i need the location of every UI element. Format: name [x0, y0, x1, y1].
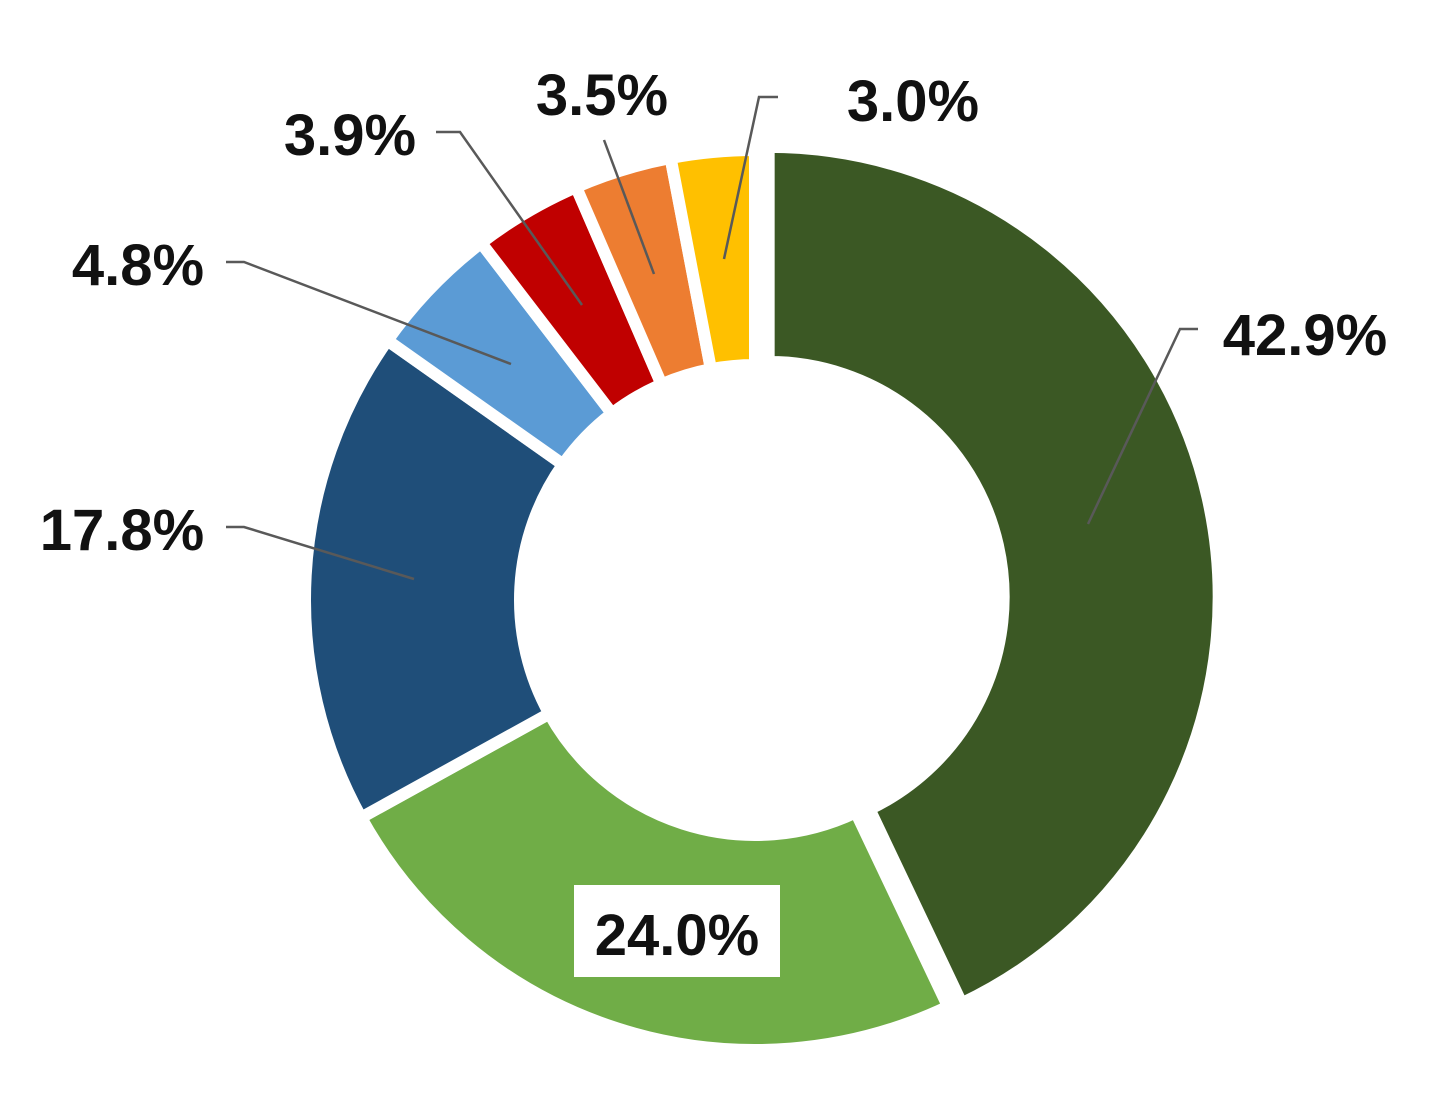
data-label-4: 4.8%: [72, 233, 204, 298]
leader-line-4: [226, 260, 512, 366]
leader-lines-group: [226, 95, 1198, 581]
data-label-background-2: [574, 885, 780, 977]
data-label-1: 42.9%: [1223, 303, 1387, 368]
donut-slice-1: [762, 140, 1225, 1012]
leader-line-6: [602, 139, 656, 275]
data-label-3: 17.8%: [40, 498, 204, 563]
slices-group: [299, 140, 1225, 1056]
leader-line-5: [436, 130, 584, 306]
donut-slice-3: [299, 332, 572, 826]
donut-slice-7: [663, 143, 761, 377]
donut-slice-2: [352, 705, 957, 1056]
labels-group: 42.9% 24.0% 17.8% 4.8% 3.9% 3.5% 3.0%: [40, 63, 1387, 977]
data-label-6: 3.5%: [536, 63, 668, 128]
leader-line-1: [1086, 327, 1198, 525]
data-label-7: 3.0%: [847, 69, 979, 134]
leader-line-7: [722, 95, 778, 260]
leader-line-3: [226, 525, 415, 581]
data-label-2: 24.0%: [595, 903, 759, 968]
data-label-5: 3.9%: [284, 103, 416, 168]
